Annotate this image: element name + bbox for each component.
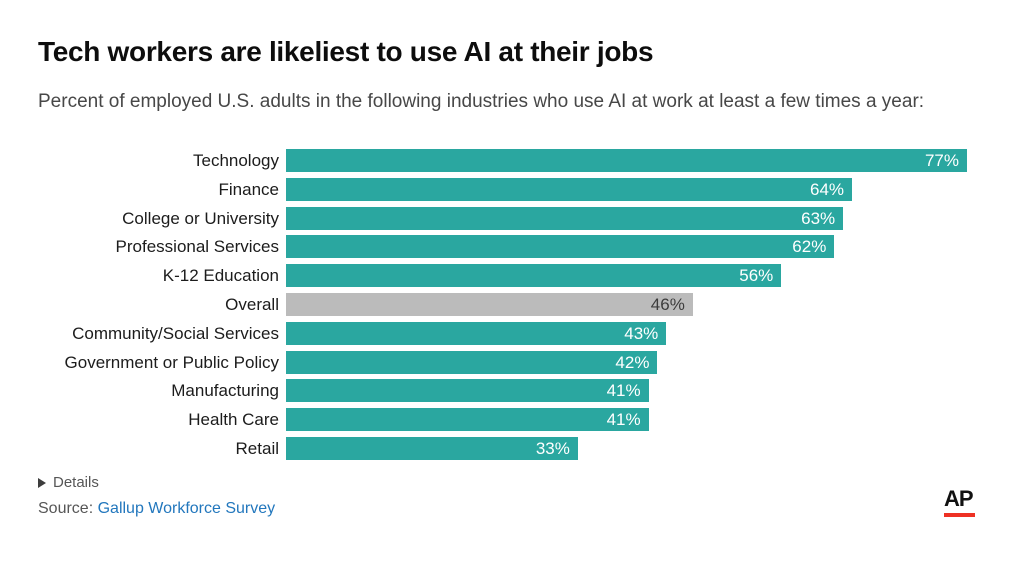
bar: 41% bbox=[286, 379, 649, 403]
bar-value-label: 56% bbox=[739, 266, 774, 286]
bar-value-label: 41% bbox=[606, 381, 641, 401]
source-prefix: Source: bbox=[38, 500, 98, 517]
bar-value-label: 42% bbox=[615, 352, 650, 372]
chart-row: Professional Services 62% bbox=[0, 235, 1024, 259]
category-label: Technology bbox=[192, 151, 279, 170]
chart-row: Health Care 41% bbox=[0, 408, 1024, 432]
bar: 42% bbox=[286, 350, 658, 374]
bar-value-label: 77% bbox=[924, 151, 959, 170]
bar-value-label: 63% bbox=[801, 208, 836, 228]
category-label: Community/Social Services bbox=[72, 323, 279, 343]
chart-row: K-12 Education 56% bbox=[0, 264, 1024, 288]
bar-value-label: 62% bbox=[792, 237, 827, 257]
ap-logo-text: AP bbox=[944, 486, 974, 511]
bar-value-label: 46% bbox=[650, 294, 685, 314]
source-link[interactable]: Gallup Workforce Survey bbox=[97, 500, 276, 517]
bar-track: 77% bbox=[286, 149, 1024, 172]
bar-track: 63% bbox=[286, 206, 1024, 230]
bar-track: 41% bbox=[286, 408, 1024, 432]
category-label: K-12 Education bbox=[162, 266, 279, 286]
bar: 33% bbox=[286, 436, 578, 460]
expander-triangle-icon bbox=[38, 477, 46, 488]
bar-chart: Technology 77% Finance 64% College or Univer… bbox=[0, 149, 1024, 466]
category-label: Finance bbox=[218, 179, 279, 199]
bar-track: 56% bbox=[286, 264, 1024, 288]
chart-row: Overall 46% bbox=[0, 292, 1024, 316]
category-label: Government or Public Policy bbox=[64, 352, 279, 372]
chart-row: Manufacturing 41% bbox=[0, 379, 1024, 403]
category-label: Professional Services bbox=[115, 237, 279, 257]
bar-track: 46% bbox=[286, 292, 1024, 316]
bar: 43% bbox=[286, 321, 667, 345]
category-label: Manufacturing bbox=[171, 381, 279, 401]
source-line: Source: Gallup Workforce Survey bbox=[38, 500, 275, 518]
bar-value-label: 41% bbox=[606, 410, 641, 430]
category-label: Health Care bbox=[188, 410, 279, 430]
chart-row: Finance 64% bbox=[0, 177, 1024, 201]
chart-row: College or University 63% bbox=[0, 206, 1024, 230]
bar-track: 64% bbox=[286, 177, 1024, 201]
ap-logo: AP bbox=[944, 487, 976, 517]
bar-track: 42% bbox=[286, 350, 1024, 374]
ap-logo-red-bar bbox=[944, 513, 975, 517]
bar-track: 33% bbox=[286, 436, 1024, 460]
bar: 63% bbox=[286, 206, 844, 230]
bar: 56% bbox=[286, 264, 782, 288]
chart-row: Technology 77% bbox=[0, 149, 1024, 172]
chart-row: Community/Social Services 43% bbox=[0, 321, 1024, 345]
bar: 41% bbox=[286, 408, 649, 432]
bar-highlight: 46% bbox=[286, 292, 693, 316]
bar: 77% bbox=[286, 149, 967, 172]
category-label: Retail bbox=[235, 438, 279, 458]
bar-value-label: 64% bbox=[809, 179, 845, 199]
category-label: Overall bbox=[225, 294, 279, 314]
bar-track: 41% bbox=[286, 379, 1024, 403]
bar-value-label: 43% bbox=[624, 323, 659, 343]
bar: 64% bbox=[286, 177, 853, 201]
chart-row: Government or Public Policy 42% bbox=[0, 350, 1024, 374]
bar-track: 62% bbox=[286, 235, 1024, 259]
chart-subtitle: Percent of employed U.S. adults in the f… bbox=[38, 91, 925, 112]
bar-value-label: 33% bbox=[535, 438, 570, 458]
details-expander[interactable]: Details bbox=[38, 474, 99, 491]
bar-track: 43% bbox=[286, 321, 1024, 345]
details-label: Details bbox=[53, 474, 99, 491]
bar: 62% bbox=[286, 235, 835, 259]
chart-row: Retail 33% bbox=[0, 436, 1024, 460]
page-title: Tech workers are likeliest to use AI at … bbox=[38, 36, 654, 67]
category-label: College or University bbox=[122, 208, 279, 228]
